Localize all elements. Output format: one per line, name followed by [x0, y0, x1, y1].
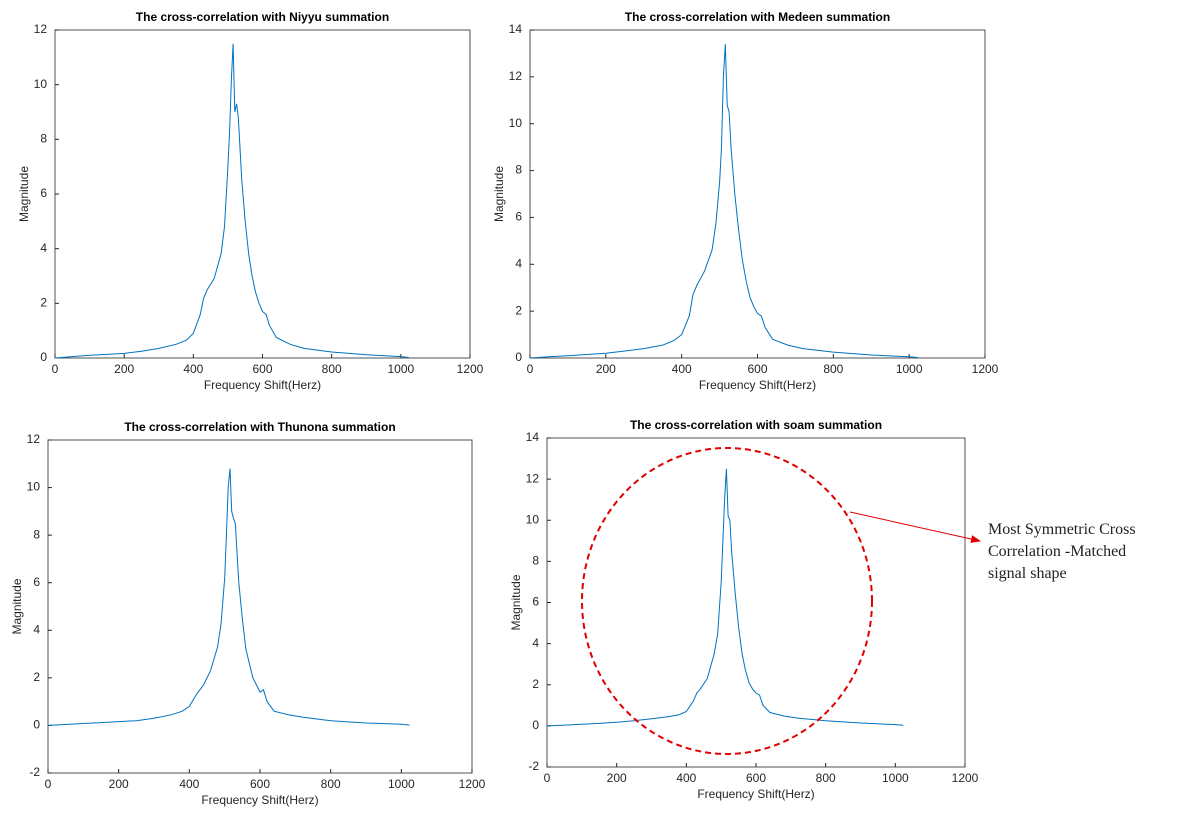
- annotation: Most Symmetric Cross: [988, 521, 1136, 538]
- y-tick-label: 12: [34, 22, 48, 36]
- y-tick-label: 14: [526, 430, 540, 444]
- x-axis-label: Frequency Shift(Herz): [697, 787, 814, 801]
- x-tick-label: 1000: [388, 777, 415, 791]
- y-tick-label: 6: [515, 210, 522, 224]
- annotation-arrow: [849, 511, 981, 543]
- x-axis-label: Frequency Shift(Herz): [699, 378, 816, 392]
- y-tick-label: 8: [40, 132, 47, 146]
- y-tick-label: 2: [33, 670, 40, 684]
- x-axis-label: Frequency Shift(Herz): [201, 793, 318, 807]
- y-tick-label: 4: [515, 256, 522, 270]
- x-tick-label: 1200: [457, 362, 484, 376]
- x-tick-label: 1000: [896, 362, 923, 376]
- x-tick-label: 800: [816, 771, 836, 785]
- y-tick-label: 2: [515, 303, 522, 317]
- chart-title: The cross-correlation with soam summatio…: [630, 418, 882, 432]
- axes-box: [54, 29, 471, 359]
- data-line: [546, 468, 904, 727]
- x-tick-label: 400: [179, 777, 199, 791]
- x-tick-label: 1000: [387, 362, 414, 376]
- x-tick-label: 0: [527, 362, 534, 376]
- x-tick-label: 200: [109, 777, 129, 791]
- y-tick-label: 4: [40, 241, 47, 255]
- y-tick-label: 8: [515, 163, 522, 177]
- x-tick-label: 400: [672, 362, 692, 376]
- highlight-ellipse: [581, 447, 873, 755]
- x-tick-label: 400: [676, 771, 696, 785]
- x-tick-label: 200: [114, 362, 134, 376]
- y-axis-label: Magnitude: [10, 578, 24, 634]
- x-tick-label: 200: [596, 362, 616, 376]
- y-tick-label: 0: [33, 718, 40, 732]
- y-tick-label: 0: [40, 350, 47, 364]
- x-tick-label: 600: [746, 771, 766, 785]
- x-tick-label: 1200: [952, 771, 979, 785]
- y-tick-label: 2: [40, 296, 47, 310]
- y-tick-label: -2: [29, 765, 40, 779]
- chart-title: The cross-correlation with Niyyu summati…: [136, 10, 389, 24]
- x-tick-label: 1200: [459, 777, 486, 791]
- y-tick-label: 8: [33, 527, 40, 541]
- annotation: Correlation -Matched: [988, 543, 1126, 560]
- x-tick-label: 1200: [972, 362, 999, 376]
- x-tick-label: 600: [250, 777, 270, 791]
- data-line: [529, 44, 918, 359]
- x-axis-label: Frequency Shift(Herz): [204, 378, 321, 392]
- y-axis-label: Magnitude: [509, 574, 523, 630]
- y-tick-label: 14: [509, 22, 523, 36]
- y-tick-label: 6: [532, 595, 539, 609]
- axes-box: [47, 439, 473, 774]
- x-tick-label: 400: [183, 362, 203, 376]
- y-tick-label: 10: [27, 480, 41, 494]
- y-tick-label: 4: [532, 636, 539, 650]
- annotation: signal shape: [988, 565, 1067, 582]
- y-tick-label: 10: [34, 77, 48, 91]
- x-tick-label: 800: [321, 777, 341, 791]
- y-axis-label: Magnitude: [17, 166, 31, 222]
- x-tick-label: 600: [747, 362, 767, 376]
- x-tick-label: 0: [544, 771, 551, 785]
- y-tick-label: 6: [33, 575, 40, 589]
- x-tick-label: 200: [607, 771, 627, 785]
- data-line: [54, 43, 409, 359]
- y-tick-label: 4: [33, 622, 40, 636]
- y-tick-label: 0: [515, 350, 522, 364]
- y-tick-label: 10: [526, 512, 540, 526]
- y-tick-label: 12: [509, 69, 523, 83]
- chart-title: The cross-correlation with Medeen summat…: [625, 10, 890, 24]
- axes-box: [546, 437, 966, 768]
- y-tick-label: 10: [509, 116, 523, 130]
- y-tick-label: 12: [27, 432, 41, 446]
- x-tick-label: 800: [322, 362, 342, 376]
- x-tick-label: 1000: [882, 771, 909, 785]
- data-line: [47, 468, 410, 726]
- chart-title: The cross-correlation with Thunona summa…: [124, 420, 395, 434]
- y-tick-label: 2: [532, 677, 539, 691]
- y-tick-label: 6: [40, 186, 47, 200]
- y-tick-label: 0: [532, 718, 539, 732]
- y-axis-label: Magnitude: [492, 166, 506, 222]
- y-tick-label: 12: [526, 471, 540, 485]
- x-tick-label: 600: [252, 362, 272, 376]
- x-tick-label: 0: [45, 777, 52, 791]
- x-tick-label: 0: [52, 362, 59, 376]
- axes-box: [529, 29, 986, 359]
- y-tick-label: 8: [532, 554, 539, 568]
- y-tick-label: -2: [528, 759, 539, 773]
- x-tick-label: 800: [823, 362, 843, 376]
